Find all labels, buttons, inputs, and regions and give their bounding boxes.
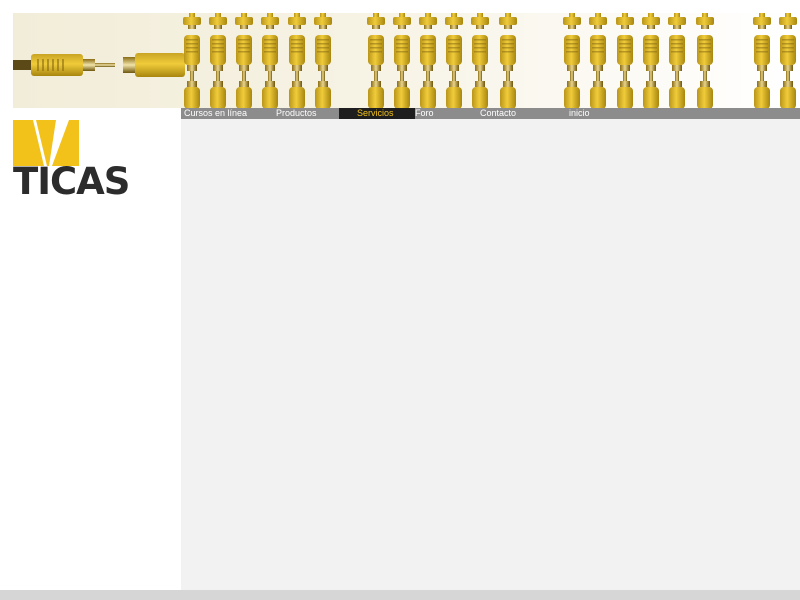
nav-item-productos[interactable]: Productos bbox=[276, 108, 317, 118]
nav-item-inicio[interactable]: inicio bbox=[569, 108, 590, 118]
main-nav: Cursos en línea Productos Servicios Foro Con… bbox=[181, 108, 800, 119]
logo-text: TICAS bbox=[13, 160, 130, 203]
main-content-area bbox=[181, 119, 800, 590]
nav-item-contacto[interactable]: Contacto bbox=[480, 108, 517, 118]
logo-mark-icon bbox=[13, 120, 79, 166]
logo: TICAS bbox=[13, 120, 143, 200]
nav-item-servicios[interactable]: Servicios bbox=[339, 108, 415, 119]
footer-bar bbox=[0, 590, 800, 600]
nav-item-foro[interactable]: Foro bbox=[415, 108, 434, 118]
header-banner bbox=[13, 13, 800, 108]
nav-item-cursos-en-l-nea[interactable]: Cursos en línea bbox=[184, 108, 248, 118]
rca-cables-image bbox=[13, 13, 797, 108]
